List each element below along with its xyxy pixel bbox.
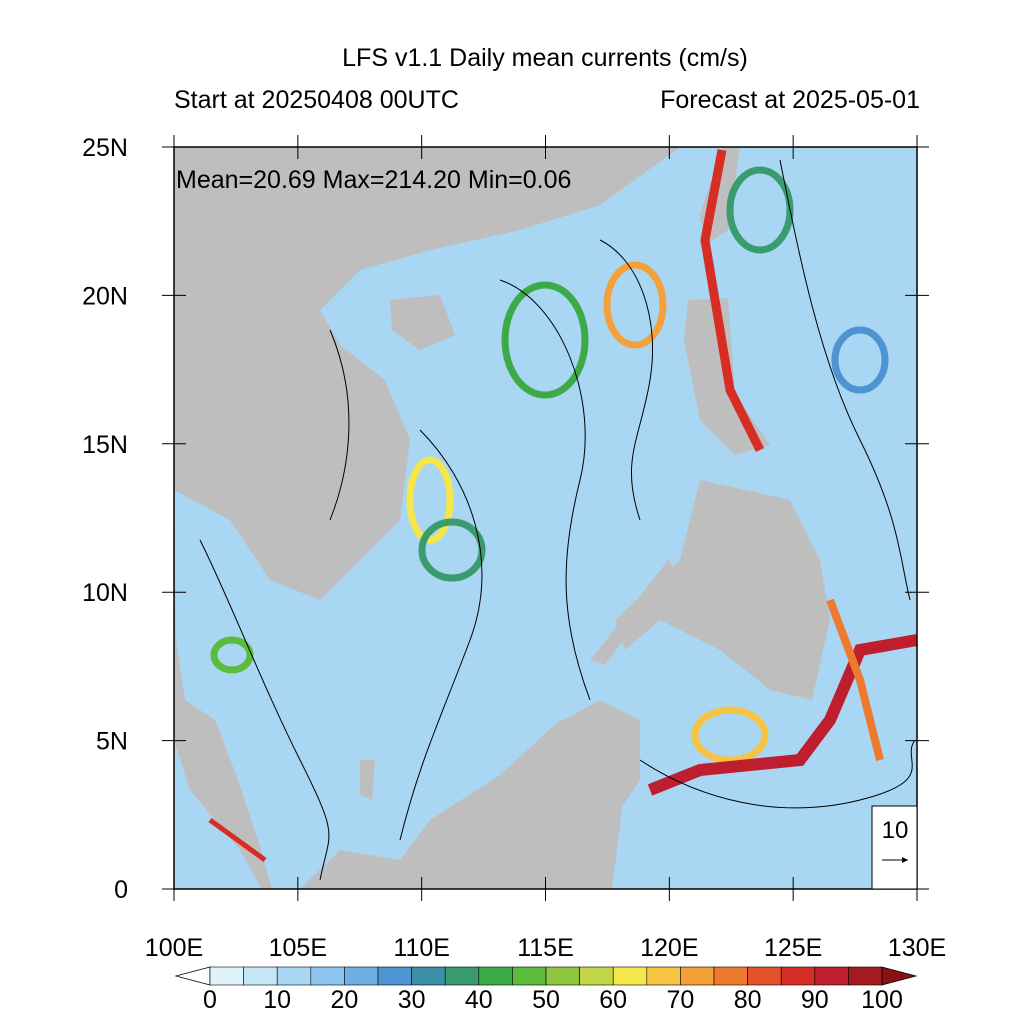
island (390, 295, 455, 350)
streamline (329, 329, 350, 521)
colorbar-box (209, 966, 244, 986)
colorbar-label: 90 (801, 986, 829, 1014)
colorbar-box (243, 966, 278, 986)
island (540, 700, 640, 889)
reference-vector-box (871, 805, 918, 890)
eddies (210, 166, 889, 764)
statistics: Mean=20.69 Max=214.20 Min=0.06 (176, 166, 571, 194)
colorbar-box (478, 966, 513, 986)
ocean (174, 147, 917, 889)
eddy (831, 326, 889, 394)
colorbar-label: 100 (861, 986, 903, 1014)
colorbar-over (881, 966, 918, 986)
x-tick-label: 105E (269, 934, 327, 962)
streamline (199, 539, 330, 881)
y-tick-label: 0 (114, 876, 128, 904)
colorbar-box (646, 966, 681, 986)
x-tick-label: 110E (393, 934, 450, 962)
y-tick-label: 15N (82, 431, 128, 459)
streamline (399, 429, 483, 841)
jet (208, 817, 267, 863)
colorbar-box (747, 966, 782, 986)
x-tick-label: 115E (517, 934, 574, 962)
x-tick-label: 120E (640, 934, 698, 962)
jet (700, 149, 765, 453)
colorbar-label: 60 (599, 986, 627, 1014)
colorbar-box (377, 966, 412, 986)
eddy (210, 636, 254, 674)
island (615, 480, 830, 700)
jet (647, 634, 919, 796)
streamline (499, 279, 591, 701)
chart-title: LFS v1.1 Daily mean currents (cm/s) (342, 44, 748, 72)
x-tick-label: 125E (764, 934, 822, 962)
reference-vector-label: 10 (882, 817, 909, 844)
eddy (603, 261, 667, 349)
colorbar-box (814, 966, 849, 986)
jet (826, 598, 884, 761)
map-area: Mean=20.69 Max=214.20 Min=0.06 10 (173, 146, 919, 890)
colorbar-box (276, 966, 312, 986)
subtitle-left: Start at 20250408 00UTC (174, 86, 459, 114)
colorbar-box (545, 966, 580, 986)
colorbar-label: 30 (398, 986, 426, 1014)
x-tick-label: 130E (888, 934, 946, 962)
subtitle-right: Forecast at 2025-05-01 (660, 86, 920, 114)
streamlines (199, 159, 916, 881)
colorbar-label: 80 (734, 986, 762, 1014)
reference-vector-head (902, 857, 908, 863)
colorbar-box (444, 966, 480, 986)
island (590, 560, 675, 665)
eddy (691, 706, 769, 764)
colorbar-label: 20 (330, 986, 358, 1014)
island (360, 760, 375, 800)
colorbar-label: 10 (263, 986, 291, 1014)
colorbar-label: 50 (532, 986, 560, 1014)
x-tick-label: 100E (145, 934, 203, 962)
colorbar-box (310, 966, 345, 986)
streamline (599, 239, 654, 521)
colorbar-box (344, 966, 379, 986)
colorbar-box (512, 966, 547, 986)
eddy (406, 456, 454, 544)
y-tick-label: 25N (82, 134, 128, 162)
y-tick-label: 20N (82, 282, 128, 310)
jets (208, 149, 919, 863)
colorbar-label: 0 (203, 986, 217, 1014)
colorbar-box (680, 966, 715, 986)
colorbar-box (713, 966, 748, 986)
ocean (174, 740, 262, 889)
streamline (779, 159, 911, 601)
eddy (501, 281, 589, 399)
eddy (418, 518, 486, 582)
streamline (639, 739, 916, 809)
colorbar-box (848, 966, 883, 986)
colorbar-box (579, 966, 614, 986)
colorbar-label: 40 (465, 986, 493, 1014)
y-tick-label: 5N (96, 728, 128, 756)
colorbar-box (780, 966, 816, 986)
colorbar-box (411, 966, 446, 986)
colorbar-label: 70 (666, 986, 694, 1014)
colorbar-box (612, 966, 648, 986)
y-tick-label: 10N (82, 579, 128, 607)
colorbar-under (174, 966, 211, 986)
